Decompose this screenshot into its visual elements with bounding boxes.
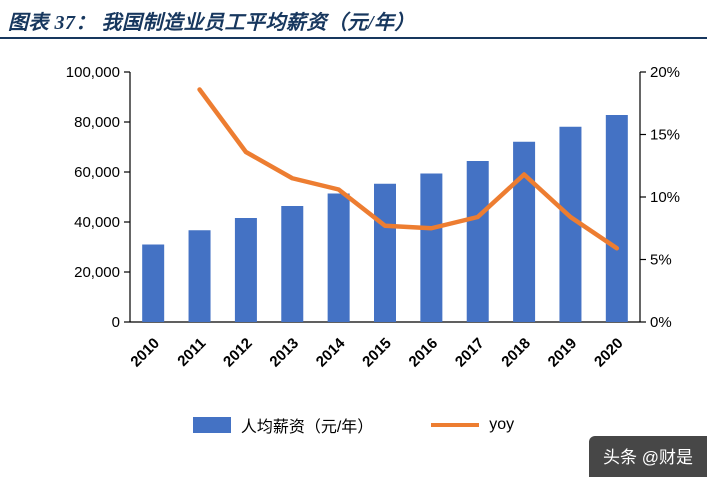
salary-bar xyxy=(281,206,304,322)
left-tick-label: 60,000 xyxy=(74,164,120,181)
salary-bar xyxy=(142,244,165,322)
chart-header: 图表 37： 我国制造业员工平均薪资（元/年） xyxy=(0,0,707,37)
left-tick-label: 20,000 xyxy=(74,264,120,281)
x-axis-label: 2017 xyxy=(452,335,488,371)
right-tick-label: 0% xyxy=(650,314,672,331)
salary-bar xyxy=(234,218,257,322)
salary-bar xyxy=(374,183,396,322)
yoy-line xyxy=(197,87,620,251)
x-axis-label: 2010 xyxy=(127,335,163,371)
x-axis-label: 2016 xyxy=(406,335,442,371)
left-tick-label: 80,000 xyxy=(74,114,120,131)
salary-bar xyxy=(420,173,443,322)
legend-item-salary: 人均薪资（元/年） xyxy=(192,413,374,437)
salary-bar xyxy=(327,193,350,322)
salary-bar xyxy=(188,230,211,322)
salary-bar xyxy=(559,126,582,322)
x-axis-label: 2018 xyxy=(498,335,534,371)
line-series-swatch xyxy=(431,423,480,427)
x-axis-label: 2020 xyxy=(591,335,627,371)
left-tick-label: 40,000 xyxy=(74,214,120,231)
x-axis-label: 2019 xyxy=(545,335,581,371)
right-tick-label: 5% xyxy=(650,252,672,269)
legend-item-yoy: yoy xyxy=(431,416,514,434)
left-tick-label: 0 xyxy=(112,314,120,331)
x-axis-label: 2014 xyxy=(313,334,349,370)
salary-yoy-chart: 0 20,000 40,000 60,000 80,000 100,000 0% 5% 10% 1… xyxy=(66,64,680,371)
right-tick-label: 20% xyxy=(650,64,680,81)
salary-bar xyxy=(605,115,628,322)
bar-series-label: 人均薪资（元/年） xyxy=(240,419,374,436)
page-title: 图表 37： 我国制造业员工平均薪资（元/年） xyxy=(8,12,416,34)
line-series-label: yoy xyxy=(489,416,515,433)
right-tick-label: 15% xyxy=(650,127,680,144)
salary-bar xyxy=(466,161,489,322)
title-underline xyxy=(0,37,707,39)
salary-bar xyxy=(513,141,536,322)
x-axis-label: 2013 xyxy=(266,335,302,371)
x-axis-label: 2015 xyxy=(359,335,395,371)
x-axis-label: 2012 xyxy=(220,335,256,371)
bar-series-swatch xyxy=(192,417,231,433)
x-axis-label: 2011 xyxy=(174,335,209,370)
chart-legend: 人均薪资（元/年） yoy xyxy=(0,413,707,437)
right-tick-label: 10% xyxy=(650,189,680,206)
left-tick-label: 100,000 xyxy=(66,64,120,81)
toutiao-watermark: 头条 @财是 xyxy=(589,436,707,477)
